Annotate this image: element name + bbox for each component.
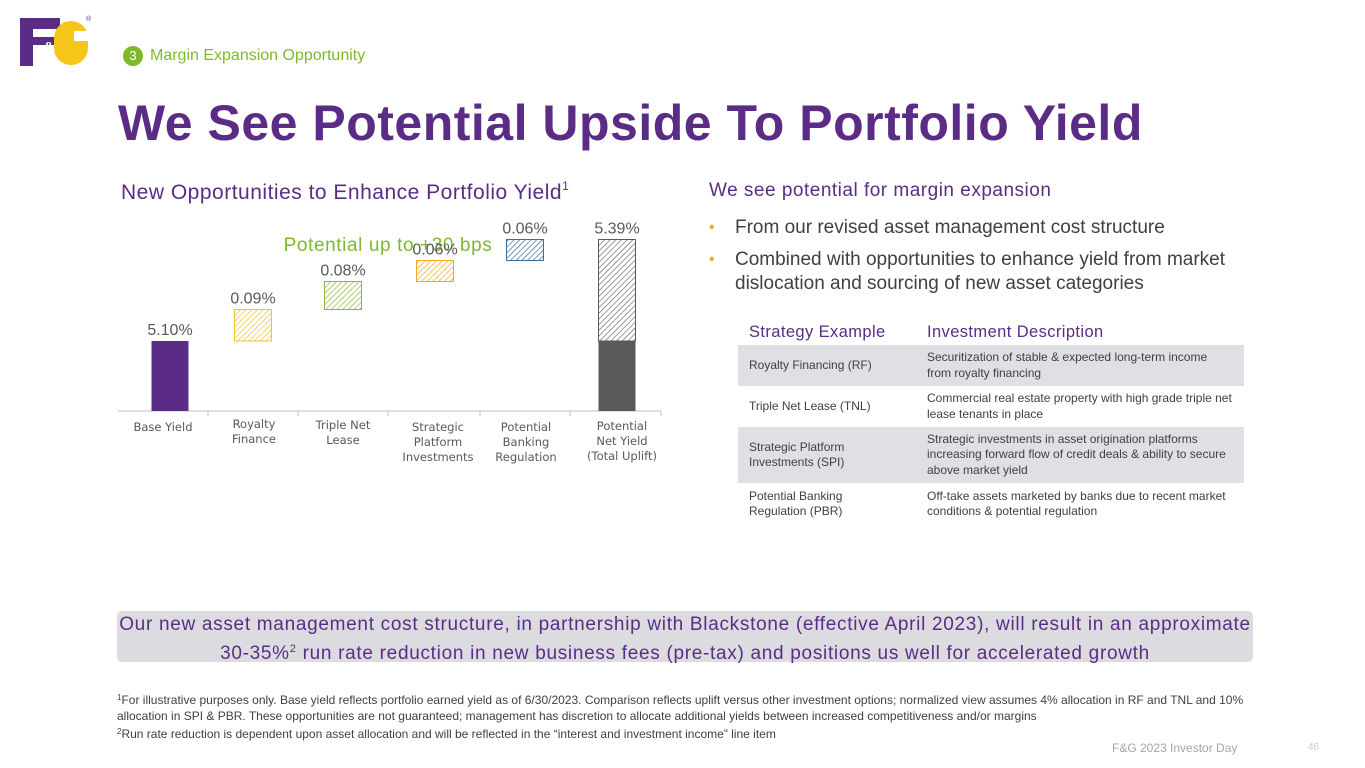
logo-f-shape: [20, 18, 60, 66]
strategy-cell: Triple Net Lease (TNL): [749, 398, 871, 413]
footnote-1: 1For illustrative purposes only. Base yi…: [117, 690, 1257, 724]
description-cell: Off-take assets marketed by banks due to…: [927, 488, 1226, 519]
footnote-text: For illustrative purposes only. Base yie…: [117, 693, 1244, 723]
bullet-item: • From our revised asset management cost …: [709, 216, 1269, 240]
registered-mark-icon: ®: [86, 16, 92, 23]
data-label: 0.08%: [320, 263, 365, 280]
footnote-2: 2Run rate reduction is dependent upon as…: [117, 724, 1257, 742]
chart-heading-footnote-ref: 1: [562, 179, 570, 193]
bar-base-yield: [151, 341, 189, 411]
logo-g-shape: [54, 21, 88, 65]
strategy-cell: Strategic Platform Investments (SPI): [749, 439, 845, 470]
footnotes: 1For illustrative purposes only. Base yi…: [117, 690, 1257, 742]
data-label: 5.10%: [147, 322, 192, 339]
strategy-cell: Potential Banking Regulation (PBR): [749, 488, 843, 519]
bar-triple-net-lease: [324, 281, 362, 310]
bullet-text: From our revised asset management cost s…: [735, 217, 1165, 238]
category-label: Potential Banking Regulation: [495, 420, 556, 464]
table-row: Potential Banking Regulation (PBR) Off-t…: [738, 483, 1244, 525]
data-label: 0.06%: [502, 221, 547, 238]
callout-text-after: run rate reduction in new business fees …: [296, 643, 1150, 664]
section-number-badge: 3: [123, 46, 143, 66]
margin-heading: We see potential for margin expansion: [709, 180, 1052, 201]
category-label: Potential Net Yield (Total Uplift): [587, 419, 657, 463]
bullet-dot-icon: •: [709, 219, 715, 236]
footer-event-label: F&G 2023 Investor Day: [1112, 741, 1238, 755]
footnote-text: Run rate reduction is dependent upon ass…: [121, 727, 776, 741]
bullet-item: • Combined with opportunities to enhance …: [709, 248, 1269, 296]
callout-banner: Our new asset management cost structure,…: [117, 611, 1253, 664]
bar-net-yield-base: [598, 341, 636, 411]
section-label: Margin Expansion Opportunity: [150, 47, 366, 64]
category-label: Triple Net Lease: [315, 418, 371, 447]
data-label: 5.39%: [594, 221, 639, 238]
bar-strategic-platform: [416, 260, 454, 282]
header-strategy-example: Strategy Example: [749, 323, 886, 341]
data-label: 0.06%: [412, 242, 457, 259]
table-row: Triple Net Lease (TNL) Commercial real e…: [738, 386, 1244, 427]
bullet-dot-icon: •: [709, 251, 715, 268]
logo-ampersand: &: [44, 40, 56, 55]
bar-royalty-finance: [234, 309, 272, 342]
data-label: 0.09%: [230, 291, 275, 308]
page-number: 46: [1308, 742, 1320, 753]
chart-subtitle: Potential up to +30 bps: [283, 235, 493, 256]
footnote-number: 2: [117, 727, 122, 736]
callout-footnote-ref: 2: [289, 643, 297, 655]
table-row: Royalty Financing (RF) Securitization of…: [738, 345, 1244, 386]
strategy-cell: Royalty Financing (RF): [749, 357, 872, 372]
margin-bullets: • From our revised asset management cost …: [709, 216, 1269, 304]
footnote-number: 1: [117, 693, 122, 702]
bullet-text: Combined with opportunities to enhance y…: [735, 249, 1226, 294]
description-cell: Commercial real estate property with hig…: [927, 391, 1232, 421]
chart-heading: New Opportunities to Enhance Portfolio Y…: [121, 179, 569, 205]
bar-potential-banking: [506, 239, 544, 261]
strategy-table: Strategy Example Investment Description …: [738, 318, 1244, 525]
category-label: Royalty Finance: [232, 417, 276, 446]
company-logo: & ®: [20, 16, 92, 68]
description-cell: Strategic investments in asset originati…: [927, 431, 1226, 477]
bar-net-yield: [598, 239, 636, 342]
category-label: Base Yield: [133, 420, 192, 434]
strategy-table-header: Strategy Example Investment Description: [738, 318, 1244, 345]
header-investment-description: Investment Description: [927, 323, 1104, 341]
chart-heading-text: New Opportunities to Enhance Portfolio Y…: [121, 181, 563, 204]
section-tag: 3 Margin Expansion Opportunity: [123, 46, 365, 66]
description-cell: Securitization of stable & expected long…: [927, 350, 1208, 380]
page-title: We See Potential Upside To Portfolio Yie…: [118, 95, 1143, 151]
category-label: Strategic Platform Investments: [402, 420, 473, 464]
table-row: Strategic Platform Investments (SPI) Str…: [738, 427, 1244, 483]
callout-text-before: Our new asset management cost structure,…: [119, 614, 1251, 664]
yield-waterfall-chart: 5.10% 0.09% 0.08% 0.06% 0.06% 5.39% Base Yiel…: [118, 221, 662, 464]
